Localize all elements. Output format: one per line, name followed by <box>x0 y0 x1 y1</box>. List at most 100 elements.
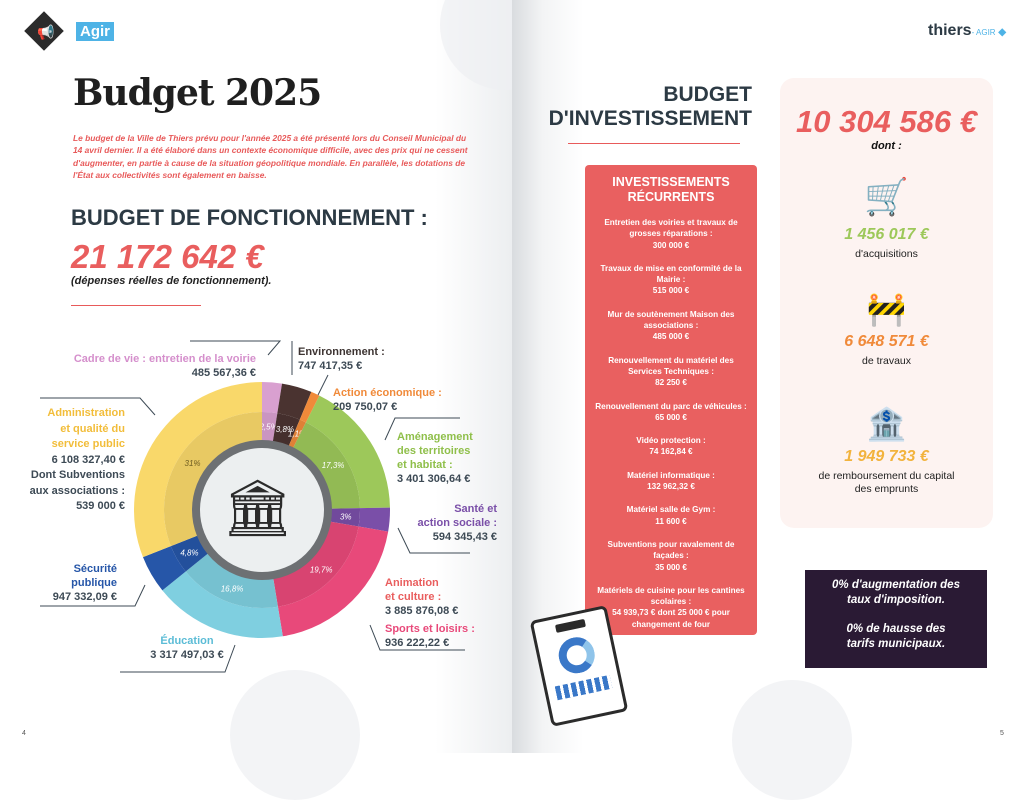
label-value: 485 567,36 € <box>191 367 256 379</box>
donut-slice-outer <box>142 546 186 591</box>
recurring-item: Travaux de mise en conformité de la Mair… <box>593 263 749 297</box>
donut-slice-outer <box>358 507 390 532</box>
recurring-item: Renouvellement du parc de véhicules :65 … <box>593 401 749 424</box>
label-value: 3 317 497,03 € <box>150 649 224 661</box>
item-label: Entretien des voiries et travaux de gros… <box>604 218 738 239</box>
donut-slice-inner <box>185 547 278 608</box>
recurring-list: Entretien des voiries et travaux de gros… <box>593 217 749 630</box>
intro-text: Le budget de la Ville de Thiers prévu po… <box>73 133 468 181</box>
donut-percent-label: 2,5% <box>258 422 277 431</box>
donut-percent-label: 16,8% <box>221 584 244 593</box>
label-environnement: Environnement : 747 417,35 € <box>298 345 385 373</box>
item-value: 515 000 € <box>652 286 690 296</box>
label-name: Cadre de vie : entretien de la voirie <box>73 353 256 365</box>
stat-travaux: 🚧 6 648 571 € de travaux <box>780 285 993 368</box>
donut-slice-outer <box>262 382 283 414</box>
label-name: publique <box>71 577 117 589</box>
label-value: 3 401 306,64 € <box>397 473 471 485</box>
label-name: Santé et <box>454 503 497 515</box>
label-name: Animation <box>385 577 439 589</box>
page-title: Budget 2025 <box>73 72 322 114</box>
item-label: Renouvellement du parc de véhicules : <box>595 401 747 411</box>
stat-value: 1 949 733 € <box>844 448 929 465</box>
label-value: 3 885 876,08 € <box>385 605 459 617</box>
label-value: 6 108 327,40 € <box>51 453 125 466</box>
recurring-item: Mur de soutènement Maison des associatio… <box>593 309 749 343</box>
recurring-investments-panel: INVESTISSEMENTS RÉCURRENTS Entretien des… <box>585 165 757 635</box>
label-name: Sécurité <box>73 563 117 575</box>
recurring-item: Matériel informatique : 132 962,32 € <box>593 470 749 493</box>
item-label: Mur de soutènement Maison des associatio… <box>607 309 735 331</box>
operating-budget-total: 21 172 642 € <box>71 238 264 275</box>
recurring-item: Subventions pour ravalement de façades :… <box>593 539 749 573</box>
label-name: et culture : <box>385 591 442 603</box>
megaphone-icon: 📢 <box>37 24 55 40</box>
callout-lines <box>40 340 470 673</box>
item-value: 35 000 € <box>655 562 687 572</box>
tax-rate-text: 0% d'augmentation des taux d'imposition. <box>832 579 960 606</box>
section-tag: Agir <box>76 22 114 41</box>
label-animation: Animation et culture : 3 885 876,08 € <box>385 576 458 618</box>
donut-percent-label: 31% <box>185 459 201 468</box>
recurring-item: Matériels de cuisine pour les cantines s… <box>593 585 749 630</box>
donut-percent-label: 3,8% <box>276 425 294 434</box>
divider <box>71 305 201 306</box>
item-label: Travaux de mise en conformité de la Mair… <box>600 263 742 285</box>
donut-percent-label: 1,1% <box>288 430 306 439</box>
item-value: 11 600 € <box>655 516 687 526</box>
investment-total: 10 304 586 € <box>795 104 977 139</box>
label-name: service public <box>51 438 125 450</box>
label-administration: Administration et qualité du service publi… <box>20 406 125 515</box>
brand-logo: thiers- AGIR ◆ <box>928 22 1006 40</box>
donut-slice-outer <box>277 383 312 420</box>
item-value: 74 162,84 € <box>649 447 693 457</box>
gear-decoration <box>732 680 852 800</box>
roadwork-sign-icon: 🚧 <box>866 291 907 327</box>
donut-percent-label: 17,3% <box>322 461 345 470</box>
label-education: Éducation 3 317 497,03 € <box>132 634 242 662</box>
tariffs-text: 0% de hausse des tarifs municipaux. <box>846 623 946 650</box>
donut-slice-outer <box>133 382 262 558</box>
stat-value: 6 648 571 € <box>844 333 929 350</box>
label-sub-value: 539 000 € <box>76 500 125 512</box>
label-value: 936 222,22 € <box>385 637 450 649</box>
page-number: 5 <box>1000 730 1004 737</box>
item-value: 54 939,73 € dont 25 000 € pour changemen… <box>612 608 730 629</box>
label-securite: Sécurité publique 947 332,09 € <box>20 562 117 604</box>
item-value: 300 000 € <box>652 240 690 250</box>
label-name: Aménagement <box>397 431 473 443</box>
item-label: Matériels de cuisine pour les cantines s… <box>597 585 745 607</box>
donut-slice-outer <box>299 391 320 423</box>
label-name: Éducation <box>160 635 214 647</box>
item-label: Matériel salle de Gym : <box>626 505 716 515</box>
label-name: et habitat : <box>397 459 453 471</box>
stat-desc: de travaux <box>861 355 912 367</box>
operating-budget-heading: BUDGET DE FONCTIONNEMENT : <box>71 205 428 230</box>
label-cadre: Cadre de vie : entretien de la voirie 485… <box>60 352 256 380</box>
label-value: 747 417,35 € <box>298 360 363 372</box>
center-circle <box>192 440 332 580</box>
stat-value: 1 456 017 € <box>844 226 929 243</box>
item-label: Vidéo protection : <box>636 436 706 446</box>
item-value: 485 000 € <box>652 332 690 342</box>
tax-box: 0% d'augmentation des taux d'imposition.… <box>805 570 987 668</box>
item-label: Subventions pour ravalement de façades : <box>607 539 735 561</box>
recurring-item: Vidéo protection :74 162,84 € <box>593 435 749 458</box>
label-name: Environnement : <box>298 346 385 358</box>
brand-suffix: - AGIR <box>971 28 996 37</box>
label-value: 947 332,09 € <box>52 591 117 603</box>
town-hall-icon: 🏛 <box>222 476 294 539</box>
item-value: 82 250 € <box>655 378 687 388</box>
donut-slice-inner <box>271 520 359 607</box>
label-name: Action économique : <box>333 387 442 399</box>
recurring-item: Entretien des voiries et travaux de gros… <box>593 217 749 251</box>
recurring-item: Renouvellement du matériel des Services … <box>593 355 749 389</box>
page-number: 4 <box>22 730 26 737</box>
investment-summary-box <box>780 78 993 528</box>
shopping-cart-icon: 🛒 <box>864 176 909 217</box>
heading-line: D'INVESTISSEMENT <box>548 107 752 130</box>
item-value: 65 000 € <box>655 412 687 422</box>
item-value: 132 962,32 € <box>647 482 695 492</box>
label-sub: Dont Subventions <box>30 469 125 481</box>
donut-percent-label: 3% <box>340 512 352 521</box>
